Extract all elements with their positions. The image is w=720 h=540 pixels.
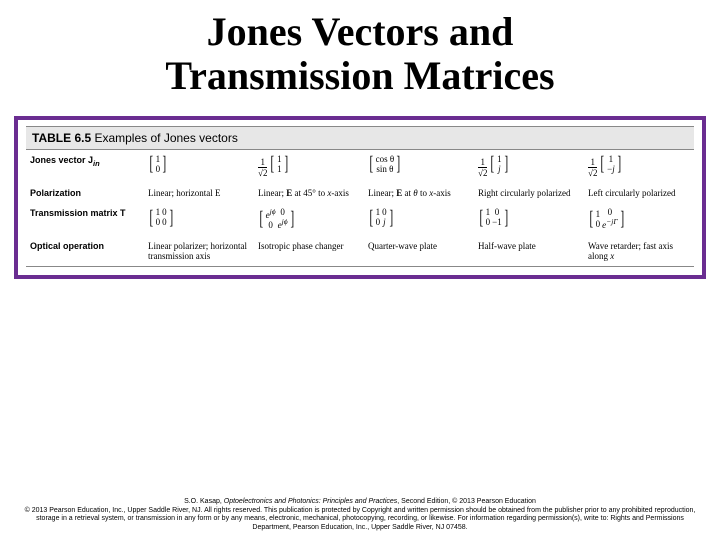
cell-op-4: Half-wave plate xyxy=(474,236,584,267)
cell-op-1: Linear polarizer; horizontal transmissio… xyxy=(144,236,254,267)
table-title: TABLE 6.5 Examples of Jones vectors xyxy=(26,126,694,149)
cell-pol-2: Linear; E at 45° to x-axis xyxy=(254,183,364,203)
table-caption: Examples of Jones vectors xyxy=(91,131,238,145)
page-title: Jones Vectors and Transmission Matrices xyxy=(0,0,720,98)
cell-pol-3: Linear; E at θ to x-axis xyxy=(364,183,474,203)
cell-op-5: Wave retarder; fast axis along x xyxy=(584,236,694,267)
cell-jv-4: 1√2[1j] xyxy=(474,150,584,184)
cell-op-2: Isotropic phase changer xyxy=(254,236,364,267)
row-label: Jones vector Jin xyxy=(26,150,144,184)
cell-tm-4: [100−1] xyxy=(474,203,584,236)
cell-pol-1: Linear; horizontal E xyxy=(144,183,254,203)
footer-line-1: S.O. Kasap, Optoelectronics and Photonic… xyxy=(184,498,536,505)
cell-tm-2: [ejϕ00ejϕ] xyxy=(254,203,364,236)
cell-op-3: Quarter-wave plate xyxy=(364,236,474,267)
row-label: Optical operation xyxy=(26,236,144,267)
footer-line-2: © 2013 Pearson Education, Inc., Upper Sa… xyxy=(25,507,696,531)
table-number: TABLE 6.5 xyxy=(32,131,91,145)
footer-credit: S.O. Kasap, Optoelectronics and Photonic… xyxy=(20,498,700,532)
cell-tm-1: [1000] xyxy=(144,203,254,236)
cell-tm-3: [100j] xyxy=(364,203,474,236)
cell-jv-2: 1√2[11] xyxy=(254,150,364,184)
cell-pol-4: Right circularly polarized xyxy=(474,183,584,203)
cell-pol-5: Left circularly polarized xyxy=(584,183,694,203)
row-label: Polarization xyxy=(26,183,144,203)
row-label: Transmission matrix T xyxy=(26,203,144,236)
title-line-2: Transmission Matrices xyxy=(165,53,554,98)
cell-jv-1: [10] xyxy=(144,150,254,184)
cell-tm-5: [100e−jΓ] xyxy=(584,203,694,236)
cell-jv-5: 1√2[1−j] xyxy=(584,150,694,184)
table-container: TABLE 6.5 Examples of Jones vectors Jone… xyxy=(14,116,706,279)
title-line-1: Jones Vectors and xyxy=(207,9,514,54)
jones-table: Jones vector Jin [10] 1√2[11] [cos θsin … xyxy=(26,149,694,267)
cell-jv-3: [cos θsin θ] xyxy=(364,150,474,184)
